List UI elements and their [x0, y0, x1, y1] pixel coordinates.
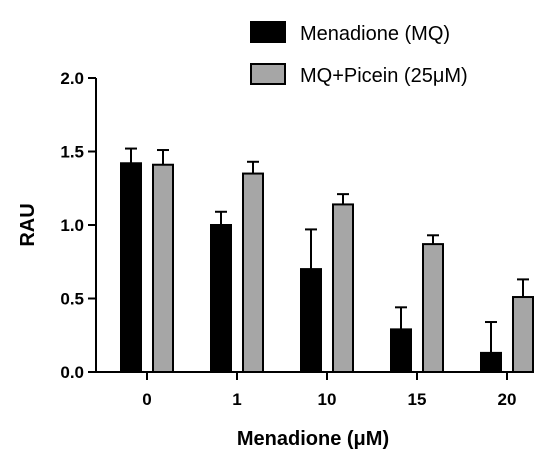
bar-menadione-10 [300, 268, 322, 374]
y-axis-title: RAU [17, 203, 39, 246]
y-axis: 0.0 0.5 1.0 1.5 2.0 [60, 69, 97, 382]
x-tick-label: 15 [408, 390, 427, 409]
x-tick-label: 0 [142, 390, 151, 409]
bar-menadione-15 [390, 328, 412, 373]
y-tick-label: 1.0 [60, 216, 84, 235]
bar-menadione-20 [480, 351, 502, 374]
bar-menadione-1 [210, 224, 232, 373]
legend-swatch-menadione [250, 21, 286, 43]
legend-label-picein: MQ+Picein (25μM) [300, 65, 468, 87]
x-tick-label: 20 [498, 390, 517, 409]
y-tick-label: 1.5 [60, 143, 84, 162]
legend-swatch-picein [250, 63, 286, 85]
x-axis: 0 1 10 15 20 [96, 371, 530, 409]
bar-menadione-0 [120, 162, 142, 373]
x-axis-title: Menadione (μM) [237, 428, 389, 450]
legend: Menadione (MQ) MQ+Picein (25μM) [250, 21, 468, 87]
bar-picein-15 [422, 243, 444, 373]
bar-picein-10 [332, 203, 354, 373]
y-tick-label: 2.0 [60, 69, 84, 88]
y-tick-label: 0.5 [60, 290, 84, 309]
x-tick-label: 10 [318, 390, 337, 409]
bar-picein-1 [242, 172, 264, 373]
legend-label-menadione: Menadione (MQ) [300, 23, 450, 45]
y-tick-label: 0.0 [60, 363, 84, 382]
error-bars [125, 147, 529, 353]
bar-picein-0 [152, 163, 174, 373]
bar-picein-20 [512, 296, 534, 373]
x-tick-label: 1 [232, 390, 241, 409]
bars [120, 162, 534, 374]
